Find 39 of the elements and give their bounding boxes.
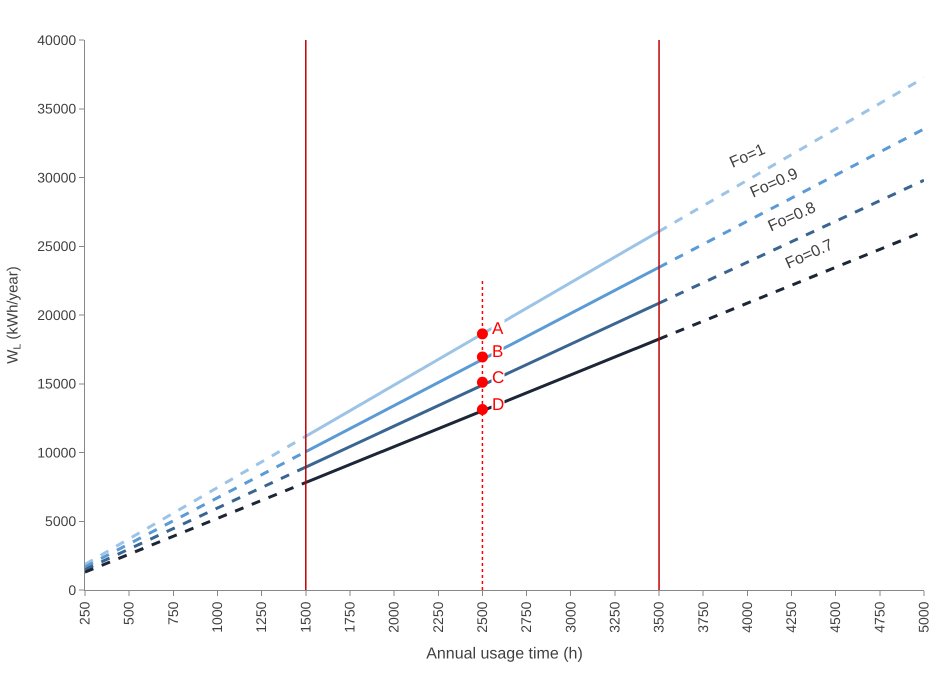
x-tick-label: 750 <box>164 601 181 625</box>
x-tick-label: 1500 <box>297 601 314 633</box>
point <box>476 376 488 388</box>
point <box>476 404 488 415</box>
data-label: B <box>492 342 504 361</box>
x-tick-label: 1000 <box>209 601 226 633</box>
y-tick-label: 0 <box>68 582 76 598</box>
y-tick-label: 10000 <box>37 444 76 460</box>
y-tick-label: 40000 <box>37 32 76 48</box>
y-tick-label: 5000 <box>45 513 76 530</box>
x-tick-label: 2750 <box>518 601 534 633</box>
y-tick-label: 15000 <box>37 376 76 392</box>
x-tick-label: 3750 <box>694 601 711 633</box>
point <box>476 351 488 362</box>
y-tick-label: 20000 <box>37 306 76 323</box>
x-tick-label: 3500 <box>650 601 667 633</box>
x-axis-title: Annual usage time (h) <box>426 645 583 662</box>
x-tick-label: 4000 <box>738 601 755 633</box>
y-tick-label: 35000 <box>37 100 76 117</box>
data-label: C <box>492 368 504 387</box>
x-tick-label: 500 <box>120 601 137 625</box>
x-tick-label: 3250 <box>606 601 622 633</box>
annotation: Fo=1 <box>727 141 768 172</box>
x-tick-label: 5000 <box>916 601 932 633</box>
point <box>476 328 488 340</box>
x-tick-label: 2000 <box>386 601 402 633</box>
x-tick-label: 1750 <box>342 601 358 633</box>
y-tick-label: 30000 <box>37 169 76 186</box>
y-tick-label: 25000 <box>37 238 76 254</box>
data-label: D <box>492 395 504 414</box>
x-tick-label: 250 <box>76 601 93 625</box>
x-tick-label: 2500 <box>474 601 490 633</box>
x-tick-label: 4750 <box>871 601 888 633</box>
x-tick-label: 4500 <box>827 601 844 633</box>
x-tick-label: 4250 <box>783 601 800 633</box>
x-tick-label: 1250 <box>253 601 270 633</box>
data-label: A <box>492 319 504 338</box>
x-tick-label: 2250 <box>430 601 446 633</box>
x-tick-label: 3000 <box>562 601 578 633</box>
